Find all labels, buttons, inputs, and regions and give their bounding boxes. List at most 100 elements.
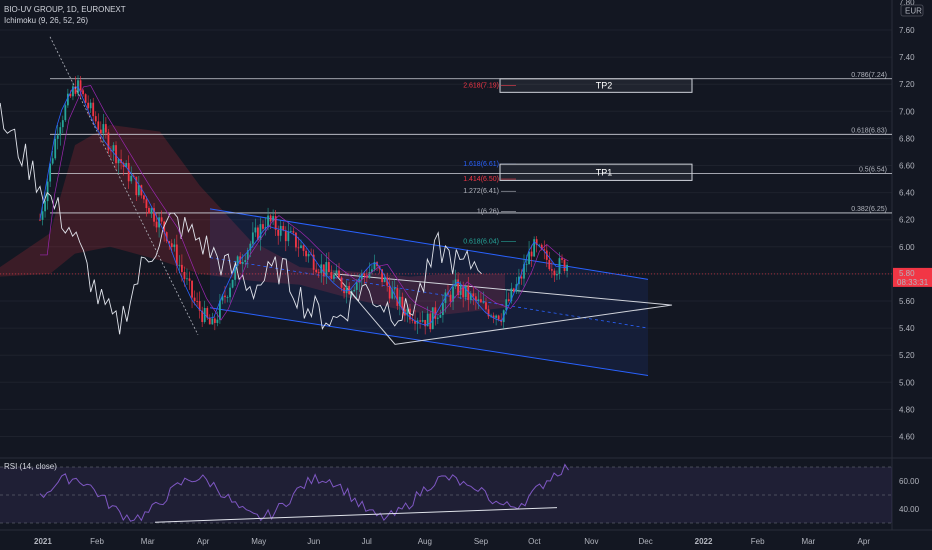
candle-body bbox=[198, 301, 201, 311]
candle-body bbox=[462, 285, 465, 298]
time-tick-label: Jun bbox=[307, 537, 320, 546]
candle-body bbox=[211, 318, 214, 325]
candle-body bbox=[523, 264, 525, 279]
time-tick-label: 2022 bbox=[695, 537, 713, 546]
channel-mid-line bbox=[209, 257, 649, 329]
candle-body bbox=[325, 262, 328, 276]
candle-body bbox=[87, 102, 90, 109]
candle-body bbox=[137, 185, 140, 196]
candle-body bbox=[142, 195, 145, 200]
candle-body bbox=[153, 208, 155, 222]
candle-body bbox=[368, 271, 371, 278]
candle-body bbox=[429, 313, 432, 330]
candle-body bbox=[183, 271, 186, 280]
channel-lower-line bbox=[209, 307, 649, 377]
fib-level-label: 0.382(6.25) bbox=[851, 206, 887, 213]
candle-body bbox=[391, 289, 394, 299]
target-box-tp1 bbox=[499, 163, 693, 181]
candle-body bbox=[388, 285, 391, 299]
candle-body bbox=[279, 225, 282, 236]
candle-body bbox=[530, 251, 533, 257]
rsi-tick-label: 40.00 bbox=[899, 505, 920, 514]
candle-body bbox=[454, 279, 457, 287]
candle-body bbox=[540, 244, 543, 250]
candle-body bbox=[130, 175, 133, 182]
candle-body bbox=[64, 105, 67, 121]
time-tick-label: Mar bbox=[141, 537, 155, 546]
candle-body bbox=[297, 247, 300, 249]
candle-body bbox=[208, 317, 211, 325]
candle-body bbox=[563, 259, 566, 272]
candle-body bbox=[231, 279, 234, 288]
candle-body bbox=[244, 260, 247, 263]
candle-body bbox=[269, 215, 272, 222]
candle-body bbox=[487, 309, 490, 317]
dashed-trendline bbox=[49, 36, 199, 336]
ichimoku-legend[interactable]: Ichimoku (9, 26, 52, 26) bbox=[4, 16, 89, 25]
candle-body bbox=[59, 127, 62, 136]
candle-body bbox=[175, 244, 178, 266]
candle-body bbox=[307, 253, 310, 257]
candle-body bbox=[102, 124, 105, 134]
candle-body bbox=[251, 232, 254, 244]
currency-label: EUR bbox=[905, 7, 922, 16]
candle-body bbox=[556, 273, 558, 276]
candle-body bbox=[257, 227, 259, 241]
candle-body bbox=[135, 176, 138, 196]
candle-body bbox=[485, 302, 487, 310]
candle-body bbox=[495, 315, 498, 318]
candle-body bbox=[54, 138, 57, 159]
candle-body bbox=[492, 315, 495, 318]
candle-body bbox=[335, 270, 338, 275]
candle-body bbox=[474, 296, 477, 301]
fib-level-label: 0.786(7.24) bbox=[851, 72, 887, 79]
candle-body bbox=[472, 293, 475, 297]
candle-body bbox=[396, 288, 399, 306]
candle-body bbox=[122, 163, 125, 167]
candle-body bbox=[178, 264, 181, 266]
candle-body bbox=[82, 90, 84, 95]
candle-body bbox=[421, 320, 424, 322]
candle-body bbox=[381, 269, 383, 283]
candle-body bbox=[224, 295, 226, 298]
candle-body bbox=[196, 301, 199, 302]
price-tick-label: 7.20 bbox=[899, 80, 915, 89]
candle-body bbox=[282, 225, 285, 231]
price-tick-label: 6.20 bbox=[899, 216, 915, 225]
candle-body bbox=[206, 307, 209, 318]
rsi-legend[interactable]: RSI (14, close) bbox=[4, 462, 57, 471]
candle-body bbox=[170, 243, 173, 248]
candle-body bbox=[302, 245, 305, 251]
candle-body bbox=[99, 129, 102, 134]
price-tick-label: 6.60 bbox=[899, 162, 915, 171]
candle-body bbox=[295, 232, 297, 248]
symbol-title[interactable]: BIO-UV GROUP, 1D, EURONEXT bbox=[4, 5, 126, 14]
candle-body bbox=[305, 250, 307, 257]
candle-body bbox=[330, 272, 333, 279]
candle-body bbox=[292, 231, 295, 233]
candle-body bbox=[79, 80, 82, 91]
candle-body bbox=[510, 288, 513, 301]
candle-body bbox=[411, 319, 414, 321]
candle-body bbox=[160, 217, 163, 222]
current-price-value: 5.80 bbox=[899, 269, 915, 278]
candle-body bbox=[249, 243, 252, 251]
candle-body bbox=[528, 251, 530, 265]
candle-body bbox=[246, 250, 249, 261]
target-box-tp2 bbox=[499, 78, 693, 93]
candle-body bbox=[94, 116, 97, 122]
candle-body bbox=[193, 297, 196, 302]
candle-body bbox=[543, 249, 546, 251]
candle-body bbox=[259, 224, 262, 241]
candle-body bbox=[480, 299, 482, 303]
candle-body bbox=[550, 269, 553, 271]
candle-body bbox=[353, 289, 356, 292]
candle-body bbox=[66, 93, 69, 106]
candle-body bbox=[267, 215, 269, 228]
candle-body bbox=[221, 295, 224, 301]
candle-body bbox=[241, 262, 244, 264]
candle-body bbox=[300, 245, 302, 248]
time-tick-label: Apr bbox=[197, 537, 210, 546]
candle-body bbox=[236, 256, 239, 266]
